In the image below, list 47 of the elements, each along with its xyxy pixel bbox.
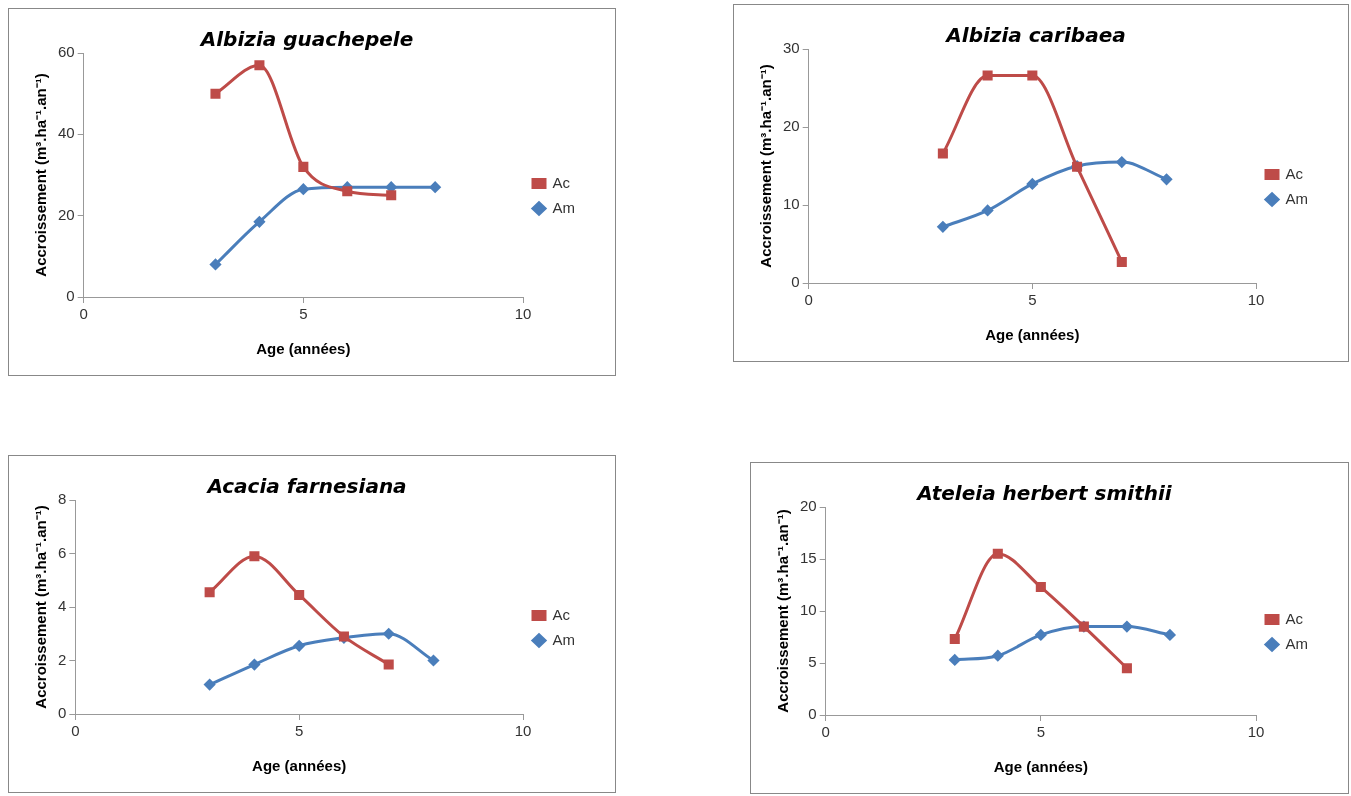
x-tick-label: 5 — [1028, 291, 1037, 309]
chart-title: Ateleia herbert smithii — [915, 481, 1173, 506]
y-tick-label: 10 — [800, 601, 817, 619]
x-axis-title: Age (années) — [252, 757, 347, 775]
y-tick-label: 4 — [58, 597, 67, 615]
y-tick-label: 2 — [58, 650, 67, 668]
x-tick-label: 10 — [1247, 723, 1265, 741]
legend-label: Ac — [552, 173, 571, 191]
y-tick-label: 20 — [783, 117, 800, 135]
chart-title: Acacia farnesiana — [205, 474, 407, 499]
chart-title: Albizia caribaea — [944, 23, 1126, 48]
x-tick-label: 0 — [79, 305, 88, 323]
x-tick-label: 10 — [1247, 291, 1265, 309]
y-tick-label: 6 — [58, 543, 67, 561]
y-tick-label: 0 — [808, 705, 817, 723]
y-tick-label: 40 — [58, 124, 75, 142]
y-tick-label: 20 — [58, 205, 75, 223]
x-tick-label: 10 — [514, 305, 532, 323]
y-axis-title: Accroissement (m³.ha⁻¹.an⁻¹) — [32, 505, 50, 709]
legend-label: Am — [552, 630, 575, 648]
x-tick-label: 5 — [1036, 723, 1046, 741]
x-axis-title: Age (années) — [993, 758, 1088, 776]
y-axis-title: Accroissement (m³.ha⁻¹.an⁻¹) — [774, 509, 792, 713]
x-axis-title: Age (années) — [256, 340, 351, 358]
y-tick-label: 60 — [58, 43, 75, 61]
y-tick-label: 20 — [800, 497, 817, 515]
x-tick-label: 5 — [295, 722, 304, 740]
y-tick-label: 0 — [791, 273, 800, 291]
y-tick-label: 0 — [58, 704, 67, 722]
y-tick-label: 8 — [58, 490, 67, 508]
x-tick-label: 10 — [514, 722, 532, 740]
y-tick-label: 30 — [783, 39, 800, 57]
legend-label: Am — [1285, 189, 1308, 207]
y-tick-label: 15 — [800, 549, 817, 567]
x-tick-label: 0 — [821, 723, 830, 741]
legend-label: Am — [1285, 634, 1308, 652]
x-tick-label: 5 — [299, 305, 308, 323]
legend-label: Ac — [1285, 609, 1304, 627]
chart-title: Albizia guachepele — [198, 27, 414, 52]
legend-label: Ac — [1285, 164, 1304, 182]
y-tick-label: 10 — [783, 195, 800, 213]
x-axis-title: Age (années) — [985, 326, 1080, 344]
legend-label: Ac — [552, 605, 571, 623]
legend-label: Am — [552, 198, 575, 216]
y-axis-title: Accroissement (m³.ha⁻¹.an⁻¹) — [757, 64, 775, 268]
y-axis-title: Accroissement (m³.ha⁻¹.an⁻¹) — [32, 73, 50, 277]
y-tick-label: 5 — [808, 653, 817, 671]
